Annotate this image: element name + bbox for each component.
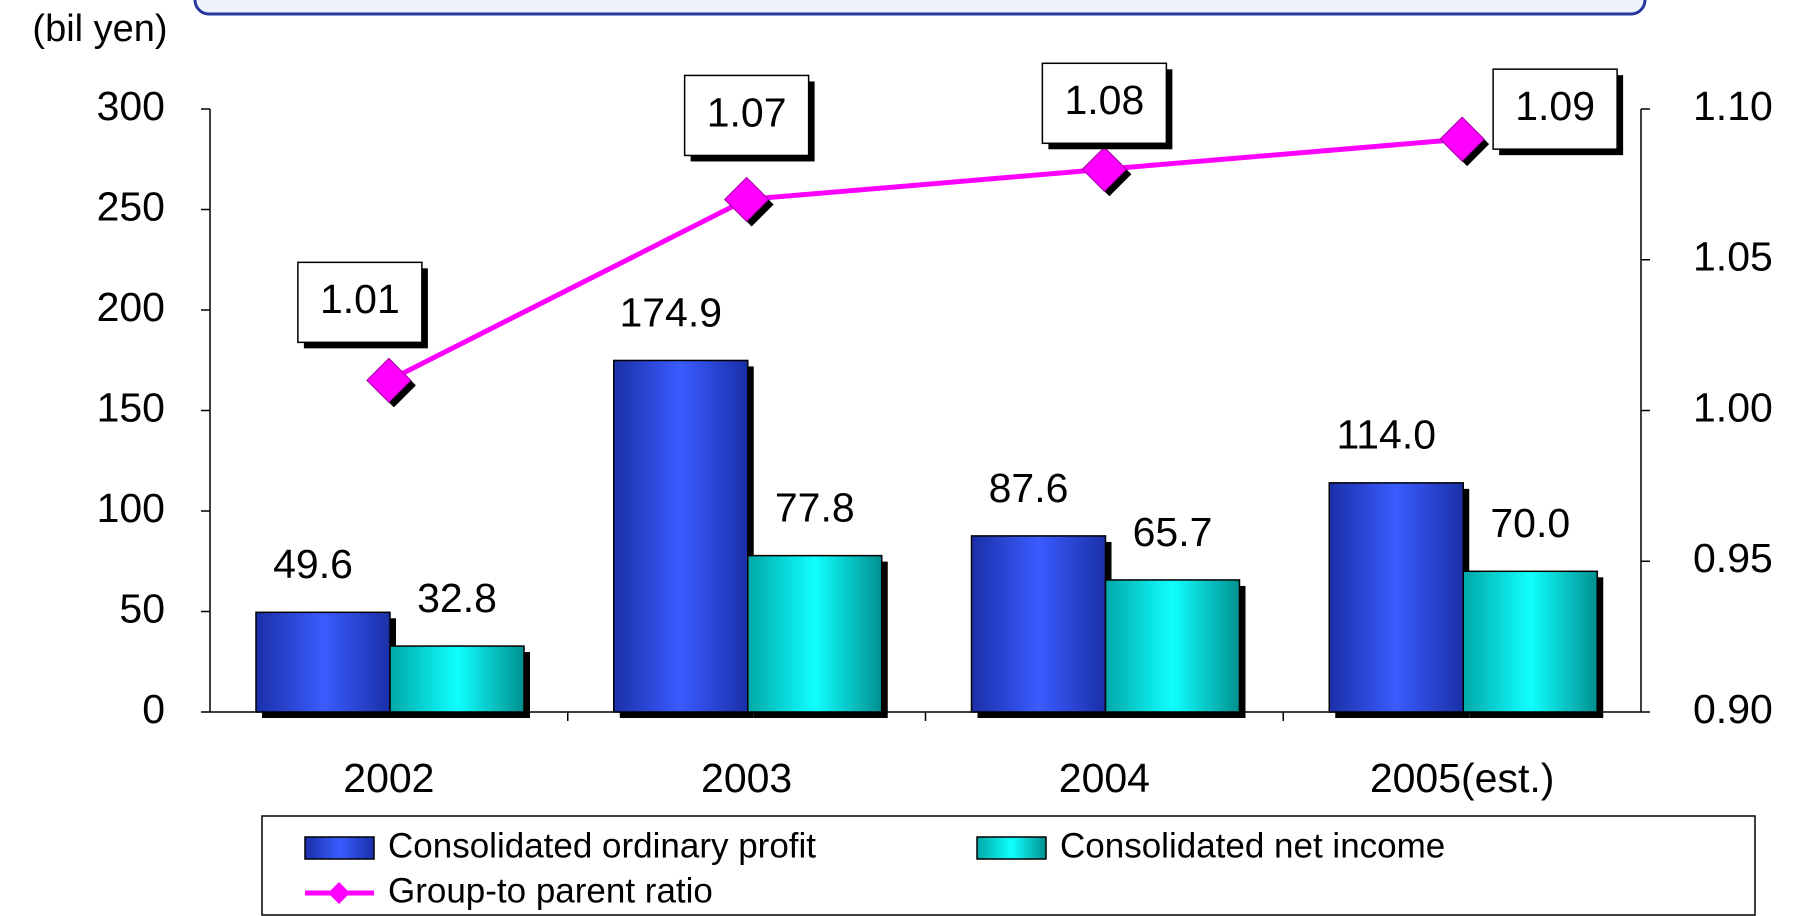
line-value-label: 1.07	[707, 89, 787, 135]
label-box	[683, 74, 810, 157]
label-box	[1492, 68, 1618, 150]
bar-value-label: 77.8	[775, 484, 855, 530]
y-tick-label: 150	[97, 384, 165, 430]
y2-tick-label: 1.00	[1693, 384, 1773, 430]
x-tick-label: 2003	[701, 755, 792, 801]
label-box	[1041, 62, 1168, 145]
x-tick-label: 2002	[343, 755, 434, 801]
y-axis-label: (bil yen)	[32, 8, 167, 50]
marker	[723, 176, 770, 223]
y-tick-label: 50	[119, 585, 165, 631]
y2-tick-label: 1.10	[1693, 83, 1773, 129]
bar-value-label: 114.0	[1336, 412, 1436, 458]
x-tick-label: 2005(est.)	[1370, 755, 1555, 801]
bar-value-label: 49.6	[273, 541, 353, 587]
y-tick-label: 100	[97, 485, 165, 531]
y2-tick-label: 0.90	[1693, 686, 1773, 732]
bar	[389, 645, 525, 713]
bar-value-label: 32.8	[417, 575, 497, 621]
bar-value-label: 87.6	[989, 465, 1069, 511]
bar	[747, 554, 883, 713]
line-value-label: 1.01	[320, 276, 400, 322]
y-tick-label: 300	[97, 83, 165, 129]
legend-swatch	[328, 882, 350, 904]
y-tick-label: 250	[97, 183, 165, 229]
legend-label: Group-to parent ratio	[388, 871, 713, 910]
bar-value-label: 65.7	[1133, 509, 1213, 555]
bar	[1328, 482, 1464, 713]
line-value-label: 1.09	[1515, 83, 1595, 129]
bar	[1104, 579, 1241, 713]
header-frame	[193, 0, 1647, 16]
y-tick-label: 0	[142, 686, 165, 732]
bar-value-label: 70.0	[1490, 500, 1570, 546]
bar	[613, 359, 749, 713]
label-box	[297, 261, 423, 344]
x-tick-label: 2004	[1059, 755, 1150, 801]
marker	[1439, 116, 1485, 162]
legend-swatch	[304, 836, 375, 860]
bar	[970, 535, 1107, 713]
legend-label: Consolidated ordinary profit	[388, 826, 816, 865]
y2-tick-label: 0.95	[1693, 535, 1773, 581]
marker	[366, 357, 412, 404]
line-value-label: 1.08	[1064, 77, 1144, 123]
legend-swatch	[976, 836, 1047, 860]
marker	[1081, 146, 1128, 193]
y-tick-label: 200	[97, 284, 165, 330]
legend-label: Consolidated net income	[1060, 826, 1445, 865]
line	[387, 136, 1463, 383]
bar-value-label: 174.9	[619, 289, 722, 335]
y2-tick-label: 1.05	[1693, 234, 1773, 280]
legend-box	[261, 815, 1756, 916]
bar	[1462, 570, 1598, 713]
bar	[255, 611, 391, 713]
